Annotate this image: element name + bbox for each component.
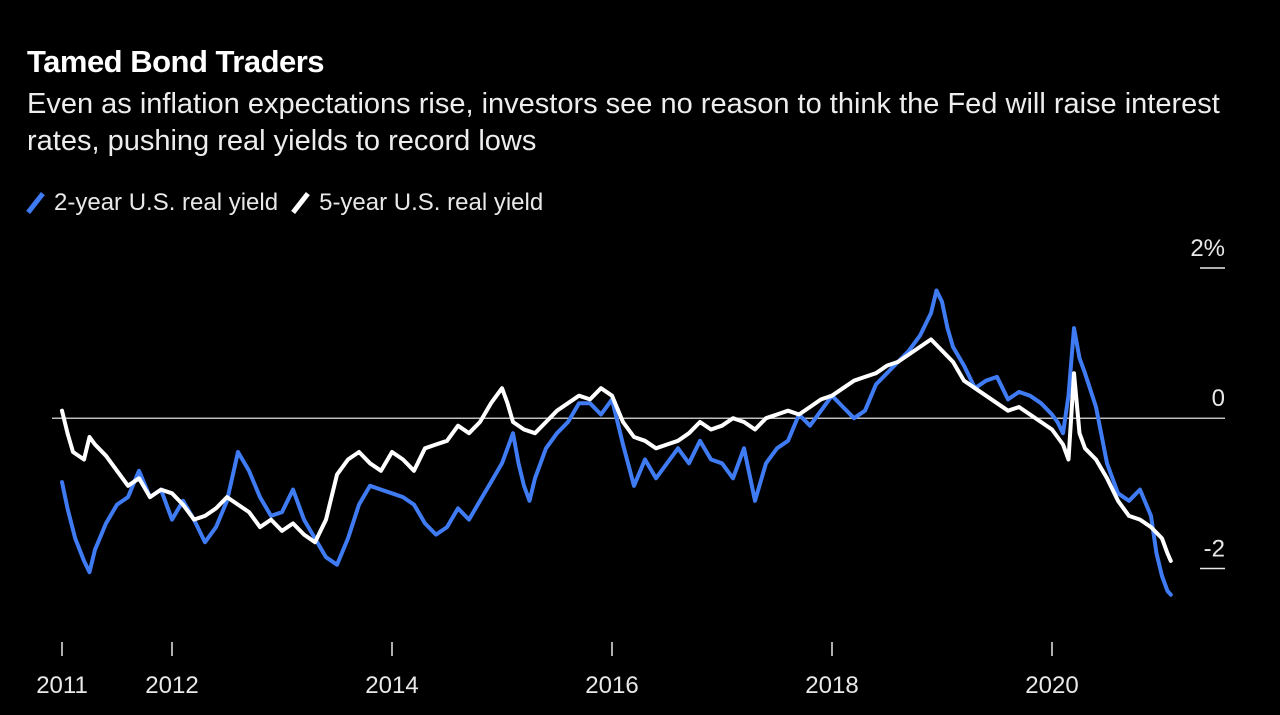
x-tick-label: 2014: [365, 672, 418, 699]
y-tick-label: -2: [1204, 535, 1225, 562]
chart-title: Tamed Bond Traders: [27, 44, 325, 79]
x-tick-label: 2012: [145, 672, 198, 699]
x-tick-label: 2018: [805, 672, 858, 699]
chart-legend: 2-year U.S. real yield 5-year U.S. real …: [26, 189, 557, 217]
x-tick-label: 2020: [1025, 672, 1078, 699]
legend-label-5yr: 5-year U.S. real yield: [319, 189, 544, 216]
x-tick-label: 2016: [585, 672, 638, 699]
y-tick-label: 0: [1212, 385, 1225, 412]
x-tick-label: 2011: [36, 672, 88, 699]
series-line-2yr: [60, 288, 1173, 597]
y-tick-label: 2%: [1190, 235, 1225, 262]
legend-item-5yr: 5-year U.S. real yield: [291, 189, 544, 217]
series-line-5yr: [60, 337, 1173, 563]
legend-label-2yr: 2-year U.S. real yield: [54, 189, 279, 216]
chart-subtitle: Even as inflation expectations rise, inv…: [27, 88, 1220, 157]
legend-item-2yr: 2-year U.S. real yield: [26, 189, 279, 217]
